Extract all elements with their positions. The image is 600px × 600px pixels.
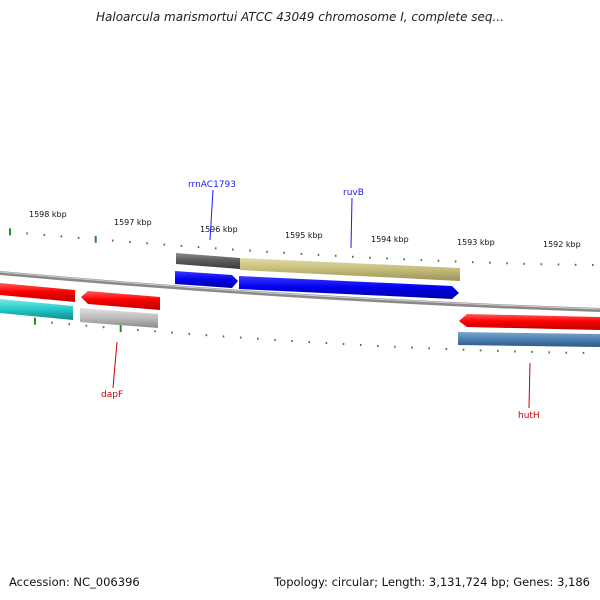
gene-cyan-feature[interactable] [0, 299, 73, 320]
gene-label-text: dapF [101, 390, 123, 400]
tick-label: 1597 kbp [114, 218, 152, 227]
gene-ruvB-feature[interactable] [240, 258, 460, 281]
gene-dapF-feature[interactable] [80, 308, 158, 328]
gene-red-cds-left[interactable] [0, 283, 75, 302]
tick-label: 1593 kbp [457, 238, 495, 247]
gene-label-text: hutH [518, 411, 540, 421]
gene-label-dapF[interactable]: dapF [101, 341, 123, 400]
tick-label: 1595 kbp [285, 231, 323, 240]
tick-label: 1594 kbp [371, 235, 409, 244]
gene-label-rrnAC1793[interactable]: rrnAC1793 [188, 180, 236, 241]
outer-tick-track [9, 228, 594, 266]
gene-label-text: rrnAC1793 [188, 180, 236, 190]
tick-label: 1596 kbp [200, 225, 238, 234]
inner-tick-track [34, 317, 585, 354]
tick-label: 1598 kbp [29, 210, 67, 219]
gene-rrnAC1793-feature[interactable] [176, 253, 240, 269]
gene-red-cds-reverse[interactable] [81, 291, 160, 310]
gene-blue-cds-2[interactable] [239, 276, 459, 299]
gene-label-text: ruvB [343, 188, 364, 198]
accession-text: Accession: NC_006396 [9, 575, 140, 589]
chromosome-backbone [0, 271, 600, 312]
map-title: Haloarcula marismortui ATCC 43049 chromo… [96, 10, 504, 24]
gene-label-ruvB[interactable]: ruvB [343, 188, 364, 249]
gene-hutH-feature[interactable] [458, 332, 600, 347]
tick-label: 1592 kbp [543, 240, 581, 249]
gene-red-cds-right[interactable] [459, 314, 600, 330]
topology-summary-text: Topology: circular; Length: 3,131,724 bp… [274, 575, 590, 589]
chromosome-backbone-highlight [0, 271, 600, 310]
scale-labels: 1598 kbp 1597 kbp 1596 kbp 1595 kbp 1594… [29, 210, 581, 249]
gene-blue-cds-1[interactable] [175, 271, 238, 288]
gene-label-hutH[interactable]: hutH [518, 362, 540, 421]
